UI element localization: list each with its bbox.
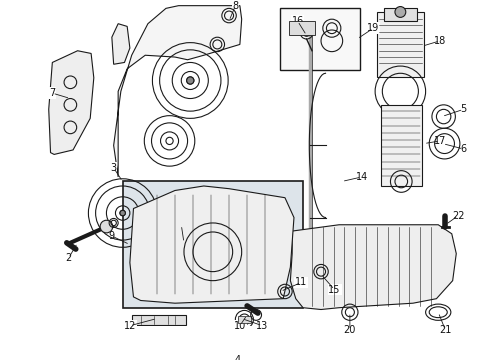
- Text: 14: 14: [355, 172, 367, 182]
- Text: 13: 13: [256, 321, 268, 331]
- Polygon shape: [112, 24, 130, 64]
- Bar: [384, 8, 416, 21]
- Bar: [376, 12, 423, 77]
- Text: 12: 12: [123, 321, 136, 331]
- Bar: [380, 105, 421, 186]
- Text: 18: 18: [433, 36, 445, 46]
- Text: 4: 4: [235, 355, 241, 360]
- Text: 22: 22: [451, 211, 464, 221]
- Polygon shape: [130, 186, 293, 303]
- Text: 17: 17: [433, 136, 446, 146]
- Text: 10: 10: [233, 321, 245, 331]
- Text: 15: 15: [327, 285, 340, 295]
- Bar: [289, 21, 314, 35]
- Polygon shape: [290, 225, 455, 310]
- Text: 7: 7: [49, 88, 55, 98]
- Text: 1: 1: [181, 238, 186, 248]
- Polygon shape: [113, 6, 241, 177]
- Text: 16: 16: [291, 16, 303, 26]
- Circle shape: [100, 220, 113, 233]
- Bar: [280, 8, 359, 70]
- Text: 8: 8: [232, 1, 238, 11]
- Text: 11: 11: [294, 278, 306, 288]
- Bar: [131, 315, 185, 325]
- Circle shape: [120, 210, 125, 216]
- Text: 3: 3: [110, 163, 117, 173]
- Text: 20: 20: [343, 325, 355, 335]
- Bar: [238, 316, 250, 323]
- Bar: [122, 181, 303, 308]
- Text: 19: 19: [366, 23, 379, 33]
- Polygon shape: [49, 51, 94, 154]
- Text: 6: 6: [460, 144, 466, 154]
- Text: 21: 21: [438, 325, 451, 335]
- Circle shape: [394, 6, 405, 17]
- Text: 5: 5: [459, 104, 466, 114]
- Text: 9: 9: [108, 230, 114, 240]
- Circle shape: [186, 77, 194, 84]
- Text: 2: 2: [65, 253, 72, 263]
